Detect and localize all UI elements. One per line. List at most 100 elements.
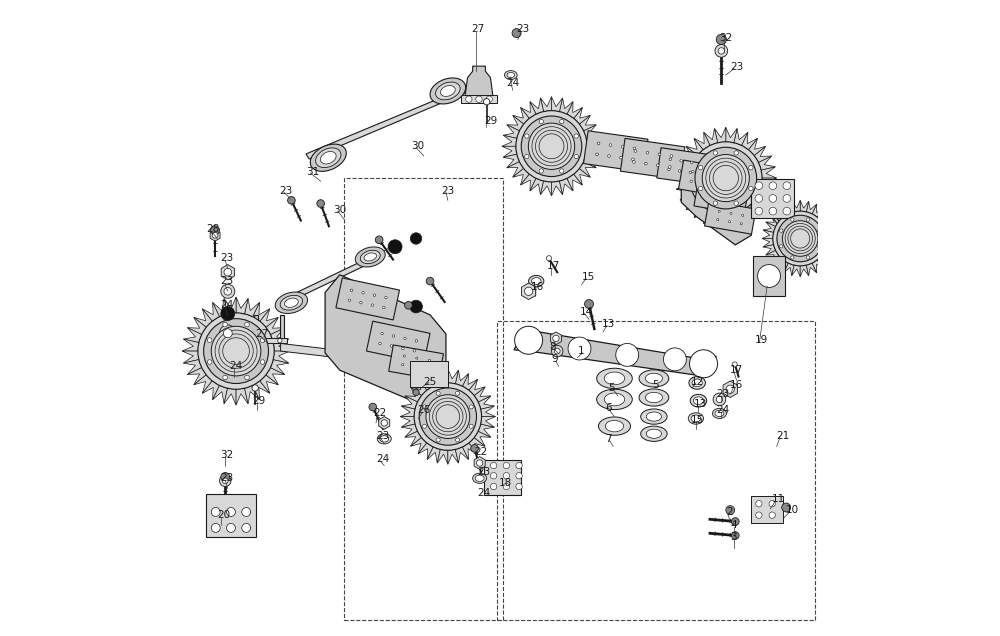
Circle shape — [668, 168, 670, 170]
Text: 23: 23 — [220, 473, 233, 483]
Text: 29: 29 — [252, 396, 265, 406]
Polygon shape — [325, 275, 446, 408]
Circle shape — [410, 233, 422, 244]
Circle shape — [204, 319, 268, 384]
Circle shape — [317, 200, 324, 207]
Circle shape — [769, 182, 777, 190]
Circle shape — [621, 146, 624, 148]
Polygon shape — [254, 315, 284, 343]
Circle shape — [383, 307, 385, 308]
Circle shape — [734, 201, 738, 205]
Circle shape — [437, 415, 441, 418]
Polygon shape — [726, 214, 737, 229]
Polygon shape — [694, 132, 710, 149]
Circle shape — [244, 349, 249, 354]
Ellipse shape — [598, 417, 631, 435]
Polygon shape — [405, 431, 421, 446]
Ellipse shape — [380, 436, 389, 442]
Polygon shape — [405, 387, 421, 402]
Bar — [753, 256, 785, 296]
Polygon shape — [694, 207, 710, 224]
Text: 24: 24 — [506, 78, 520, 88]
Polygon shape — [182, 351, 199, 363]
Circle shape — [216, 331, 256, 371]
Circle shape — [476, 460, 483, 466]
Text: 28: 28 — [206, 224, 219, 234]
Polygon shape — [761, 167, 777, 178]
Polygon shape — [401, 396, 417, 409]
Circle shape — [456, 438, 460, 442]
Circle shape — [669, 158, 672, 160]
Polygon shape — [762, 230, 774, 238]
Polygon shape — [281, 343, 346, 359]
Circle shape — [780, 245, 783, 248]
Circle shape — [540, 144, 544, 148]
Polygon shape — [758, 186, 775, 200]
Polygon shape — [507, 162, 524, 177]
Text: 4: 4 — [730, 520, 737, 530]
Circle shape — [782, 503, 791, 512]
Polygon shape — [481, 417, 496, 427]
Circle shape — [769, 512, 775, 518]
Circle shape — [426, 395, 470, 438]
Circle shape — [783, 195, 791, 202]
Circle shape — [260, 360, 265, 364]
Polygon shape — [427, 447, 440, 463]
Circle shape — [725, 176, 727, 179]
Circle shape — [456, 391, 460, 395]
Circle shape — [689, 171, 692, 174]
Circle shape — [806, 256, 810, 259]
Circle shape — [574, 155, 578, 158]
Circle shape — [554, 136, 558, 141]
Ellipse shape — [689, 377, 705, 389]
Circle shape — [585, 300, 593, 308]
Circle shape — [486, 96, 492, 102]
Circle shape — [701, 182, 703, 184]
Circle shape — [707, 198, 709, 200]
Circle shape — [516, 473, 522, 479]
Circle shape — [818, 229, 821, 232]
Text: 20: 20 — [217, 510, 230, 520]
Polygon shape — [812, 204, 824, 217]
Circle shape — [596, 153, 598, 156]
Circle shape — [806, 237, 809, 240]
Polygon shape — [817, 256, 830, 268]
Circle shape — [791, 256, 794, 259]
Circle shape — [369, 403, 377, 411]
Polygon shape — [754, 146, 772, 162]
Polygon shape — [514, 331, 716, 375]
Text: 27: 27 — [255, 329, 268, 339]
Polygon shape — [825, 222, 837, 232]
Bar — [484, 460, 521, 495]
Polygon shape — [521, 283, 536, 300]
Circle shape — [719, 200, 722, 203]
Polygon shape — [763, 245, 776, 255]
Polygon shape — [236, 388, 248, 405]
Circle shape — [403, 355, 405, 357]
Circle shape — [703, 172, 705, 175]
Circle shape — [373, 294, 376, 296]
Polygon shape — [704, 128, 718, 146]
Circle shape — [490, 462, 497, 469]
Circle shape — [388, 240, 402, 254]
Circle shape — [516, 462, 522, 469]
Circle shape — [221, 284, 235, 298]
Circle shape — [723, 186, 725, 188]
Circle shape — [718, 211, 720, 212]
Circle shape — [483, 99, 490, 105]
Ellipse shape — [692, 379, 702, 387]
Circle shape — [695, 148, 757, 209]
Ellipse shape — [646, 429, 662, 438]
Circle shape — [221, 307, 235, 321]
Bar — [751, 496, 783, 523]
Polygon shape — [574, 107, 590, 124]
Polygon shape — [754, 194, 772, 210]
Circle shape — [732, 203, 734, 205]
Circle shape — [700, 173, 702, 175]
Text: 11: 11 — [772, 494, 785, 504]
Circle shape — [728, 221, 731, 223]
Circle shape — [539, 169, 543, 173]
Polygon shape — [400, 417, 415, 427]
Polygon shape — [474, 431, 491, 446]
Polygon shape — [686, 201, 703, 218]
